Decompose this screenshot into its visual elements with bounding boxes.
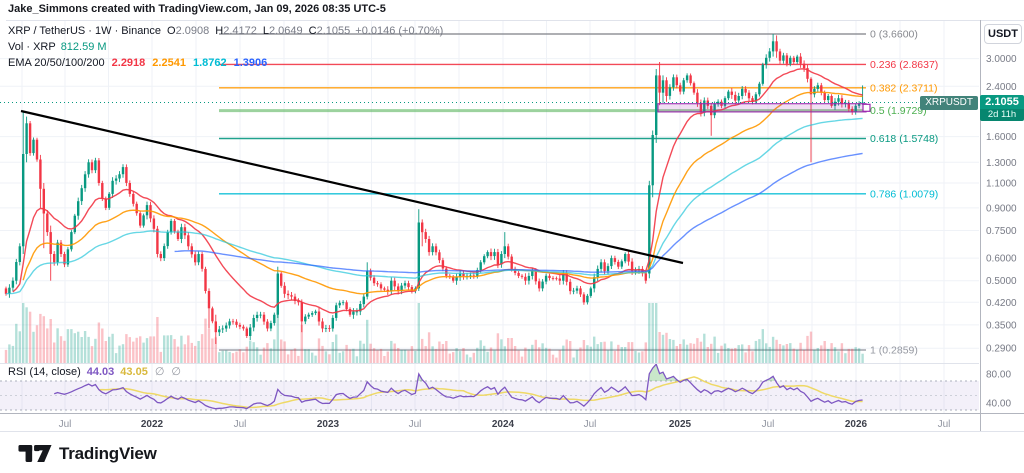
svg-text:0.5000: 0.5000 bbox=[986, 276, 1017, 287]
currency-toggle-button[interactable]: USDT bbox=[984, 24, 1022, 44]
volume-value: 812.59 M bbox=[60, 41, 107, 53]
svg-text:0.9000: 0.9000 bbox=[986, 203, 1017, 214]
svg-text:0 (3.6600): 0 (3.6600) bbox=[870, 29, 918, 41]
svg-text:1.1000: 1.1000 bbox=[986, 179, 1017, 190]
svg-text:0.382 (2.3711): 0.382 (2.3711) bbox=[870, 82, 938, 94]
svg-text:Jul: Jul bbox=[762, 419, 775, 430]
svg-text:Jul: Jul bbox=[409, 419, 422, 430]
close-value: 2.1055 bbox=[316, 25, 351, 37]
svg-text:0.236 (2.8637): 0.236 (2.8637) bbox=[870, 59, 938, 71]
svg-text:1.3000: 1.3000 bbox=[986, 158, 1017, 169]
svg-text:Jul: Jul bbox=[234, 419, 247, 430]
close-label: C bbox=[308, 25, 317, 37]
last-price-badge[interactable]: 2.1055 2d 11h bbox=[980, 95, 1024, 121]
rsi-params: (14, close) bbox=[29, 366, 81, 378]
rsi-hidden-icon: ∅ bbox=[171, 366, 182, 378]
svg-text:0.5 (1.9729): 0.5 (1.9729) bbox=[870, 105, 927, 117]
tradingview-logo[interactable]: TradingView bbox=[18, 442, 157, 465]
svg-text:2023: 2023 bbox=[317, 419, 340, 430]
svg-text:1 (0.2859): 1 (0.2859) bbox=[870, 345, 918, 357]
high-value: 2.4172 bbox=[223, 25, 257, 37]
open-label: O bbox=[167, 25, 176, 37]
svg-text:2022: 2022 bbox=[141, 419, 164, 430]
high-label: H bbox=[215, 25, 224, 37]
svg-text:40.00: 40.00 bbox=[986, 398, 1011, 409]
svg-text:80.00: 80.00 bbox=[986, 369, 1011, 380]
tradingview-logo-text: TradingView bbox=[59, 443, 157, 463]
low-label: L bbox=[262, 25, 269, 37]
ema-legend-row[interactable]: EMA 20/50/100/200 2.2918 2.2541 1.8762 1.390… bbox=[8, 57, 267, 69]
ema-value: 1.8762 bbox=[192, 57, 227, 69]
rsi-ma-value: 43.05 bbox=[120, 366, 148, 378]
volume-label: Vol · XRP bbox=[8, 41, 56, 53]
svg-text:Jul: Jul bbox=[938, 419, 951, 430]
ema-label: EMA 20/50/100/200 bbox=[8, 57, 105, 69]
ema-value: 1.3906 bbox=[233, 57, 268, 69]
last-price-value: 2.1055 bbox=[980, 95, 1024, 109]
svg-text:0.618 (1.5748): 0.618 (1.5748) bbox=[870, 133, 938, 145]
symbol-price-label[interactable]: XRPUSDT bbox=[920, 96, 978, 110]
symbol-legend-row[interactable]: XRP / TetherUS · 1W · Binance O2.0908 H2.4… bbox=[8, 25, 443, 37]
tradingview-logo-icon bbox=[18, 445, 52, 462]
svg-text:3.0000: 3.0000 bbox=[986, 54, 1017, 65]
attribution-banner: Jake_Simmons created with TradingView.co… bbox=[8, 3, 386, 15]
rsi-name: RSI bbox=[8, 366, 27, 378]
svg-text:0.6000: 0.6000 bbox=[986, 254, 1017, 265]
svg-text:Jul: Jul bbox=[59, 419, 72, 430]
symbol-title: XRP / TetherUS · 1W · Binance bbox=[8, 25, 162, 37]
rsi-value: 44.03 bbox=[86, 366, 115, 378]
svg-text:2024: 2024 bbox=[492, 419, 515, 430]
svg-text:0.3500: 0.3500 bbox=[986, 320, 1017, 331]
ema-value: 2.2541 bbox=[152, 57, 186, 69]
svg-text:2026: 2026 bbox=[845, 419, 868, 430]
change-value: +0.0146 (+0.70%) bbox=[355, 25, 444, 37]
rsi-legend-row[interactable]: RSI (14, close) 44.03 43.05 ∅ ∅ bbox=[8, 365, 181, 378]
open-value: 2.0908 bbox=[175, 25, 210, 37]
rsi-hidden-icon: ∅ bbox=[154, 366, 165, 378]
low-value: 2.0649 bbox=[269, 25, 303, 37]
svg-text:0.2900: 0.2900 bbox=[986, 344, 1017, 355]
bar-countdown: 2d 11h bbox=[980, 109, 1024, 121]
svg-text:1.6000: 1.6000 bbox=[986, 132, 1017, 143]
svg-text:0.4200: 0.4200 bbox=[986, 298, 1017, 309]
svg-text:0.786 (1.0079): 0.786 (1.0079) bbox=[870, 188, 938, 200]
volume-legend-row[interactable]: Vol · XRP 812.59 M bbox=[8, 41, 107, 53]
svg-text:0.7500: 0.7500 bbox=[986, 226, 1017, 237]
svg-text:2.4000: 2.4000 bbox=[986, 82, 1017, 93]
svg-text:2025: 2025 bbox=[669, 419, 692, 430]
ema-value: 2.2918 bbox=[111, 57, 146, 69]
svg-text:Jul: Jul bbox=[584, 419, 597, 430]
ema-values: 2.2918 2.2541 1.8762 1.3906 bbox=[105, 57, 268, 69]
